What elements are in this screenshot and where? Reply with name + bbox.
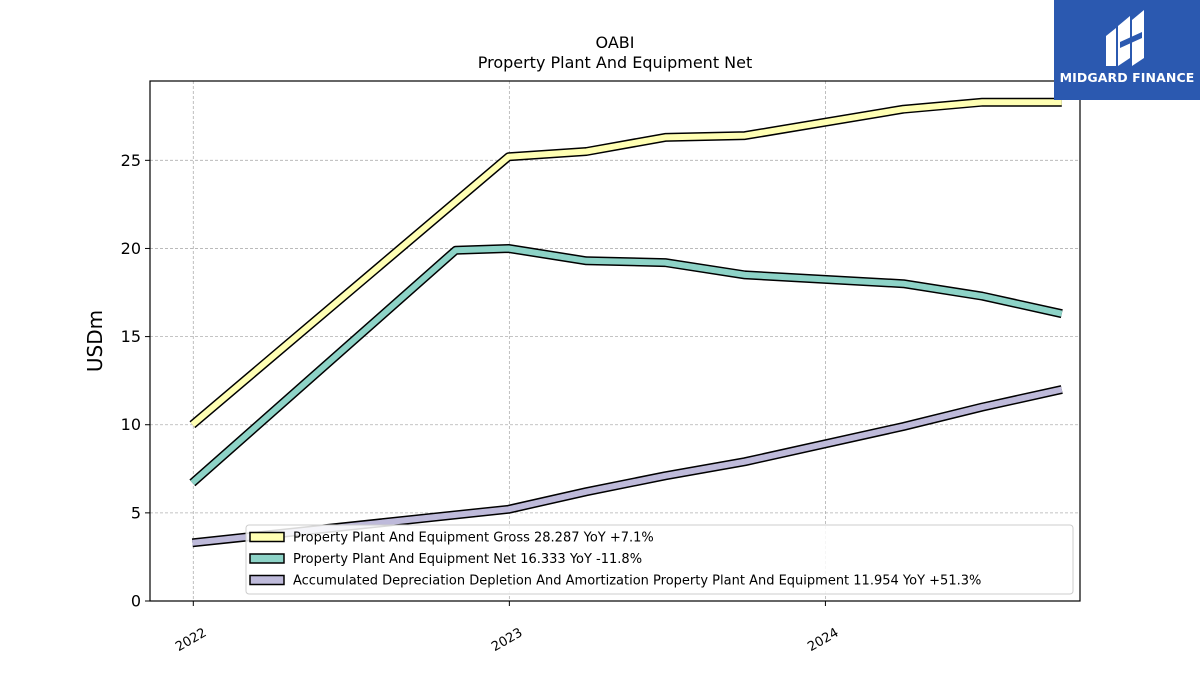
grid <box>150 81 1080 601</box>
series-line-fill <box>192 386 1063 546</box>
legend-box <box>245 524 1074 595</box>
legend: Property Plant And Equipment Gross 28.28… <box>245 524 1074 595</box>
brand-name: MIDGARD FINANCE <box>1059 70 1195 85</box>
y-axis: 0 5 10 15 20 25 <box>121 151 150 611</box>
series-line <box>189 97 1062 429</box>
brand-mark-icon <box>1106 10 1144 66</box>
y-tick-label: 0 <box>131 592 141 611</box>
legend-label: Property Plant And Equipment Gross 28.28… <box>293 531 654 546</box>
chart-title: OABI <box>596 33 635 52</box>
chart-subtitle: Property Plant And Equipment Net <box>478 53 753 72</box>
y-tick-label: 10 <box>121 415 141 434</box>
y-axis-label: USDm <box>83 310 107 372</box>
legend-swatch <box>249 553 285 564</box>
x-axis: 2022 2023 2024 <box>173 601 841 655</box>
series-line <box>191 385 1063 548</box>
y-tick-label: 5 <box>131 503 141 522</box>
y-tick-label: 25 <box>121 151 141 170</box>
y-tick-label: 20 <box>121 239 141 258</box>
x-tick-label: 2022 <box>173 625 209 655</box>
series-lines <box>189 97 1063 548</box>
series-line-fill <box>190 245 1063 486</box>
x-tick-label: 2023 <box>489 625 525 655</box>
x-tick-label: 2024 <box>805 625 841 655</box>
series-line-outline <box>191 385 1063 548</box>
legend-label: Accumulated Depreciation Depletion And A… <box>293 574 981 589</box>
legend-swatch <box>249 531 285 543</box>
plot-frame <box>149 80 1081 602</box>
series-line <box>189 244 1063 487</box>
legend-label: Property Plant And Equipment Net 16.333 … <box>293 552 642 567</box>
series-line-fill <box>190 99 1062 427</box>
legend-swatch <box>249 574 285 586</box>
y-tick-label: 15 <box>121 327 141 346</box>
brand-logo: MIDGARD FINANCE <box>1054 0 1200 100</box>
